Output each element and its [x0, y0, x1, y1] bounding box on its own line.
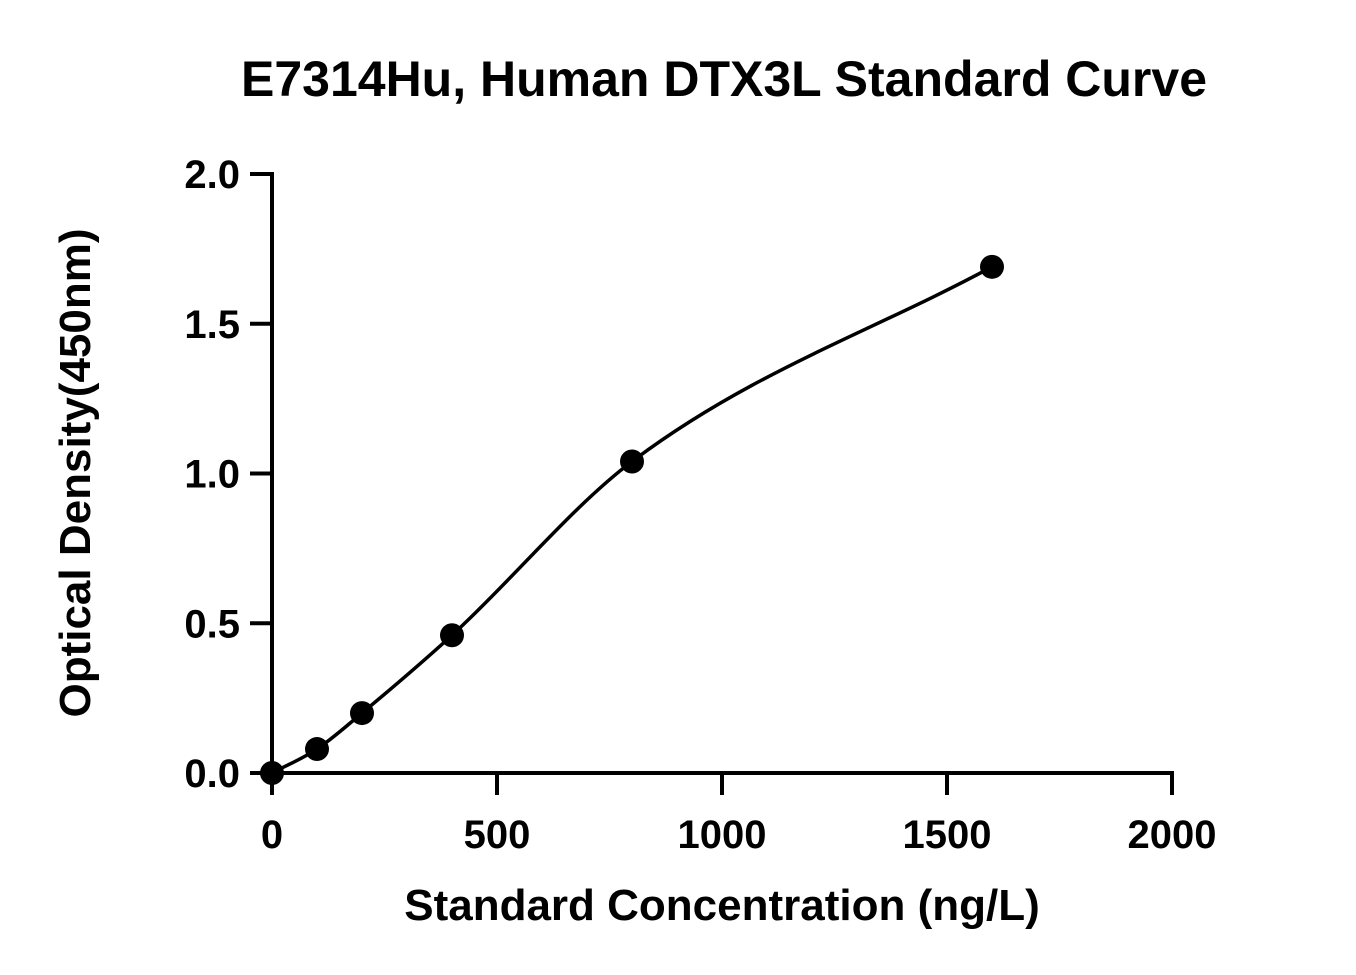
- y-tick-label: 0.0: [184, 752, 240, 796]
- data-points: [260, 254, 1004, 785]
- y-tick-label: 0.5: [184, 602, 240, 646]
- y-tick-label: 2.0: [184, 153, 240, 197]
- data-point-2: [350, 701, 374, 726]
- data-point-4: [620, 449, 644, 474]
- x-tick-label: 0: [261, 813, 283, 857]
- x-axis-ticks: 0 500 1000 1500 2000: [261, 773, 1217, 857]
- y-tick-label: 1.5: [184, 303, 240, 347]
- x-tick-label: 2000: [1128, 813, 1217, 857]
- x-tick-label: 1500: [903, 813, 992, 857]
- x-tick-label: 500: [464, 813, 531, 857]
- x-tick-label: 1000: [678, 813, 767, 857]
- data-point-1: [305, 737, 329, 762]
- y-axis-ticks: 0.0 0.5 1.0 1.5 2.0: [184, 153, 272, 796]
- data-point-0: [260, 761, 284, 785]
- fit-curve: [271, 265, 993, 775]
- chart-title: E7314Hu, Human DTX3L Standard Curve: [241, 51, 1207, 107]
- y-tick-label: 1.0: [184, 453, 240, 497]
- x-axis-title: Standard Concentration (ng/L): [404, 881, 1040, 930]
- y-axis-title: Optical Density(450nm): [51, 228, 100, 717]
- data-point-3: [440, 623, 464, 648]
- data-point-5: [980, 254, 1004, 279]
